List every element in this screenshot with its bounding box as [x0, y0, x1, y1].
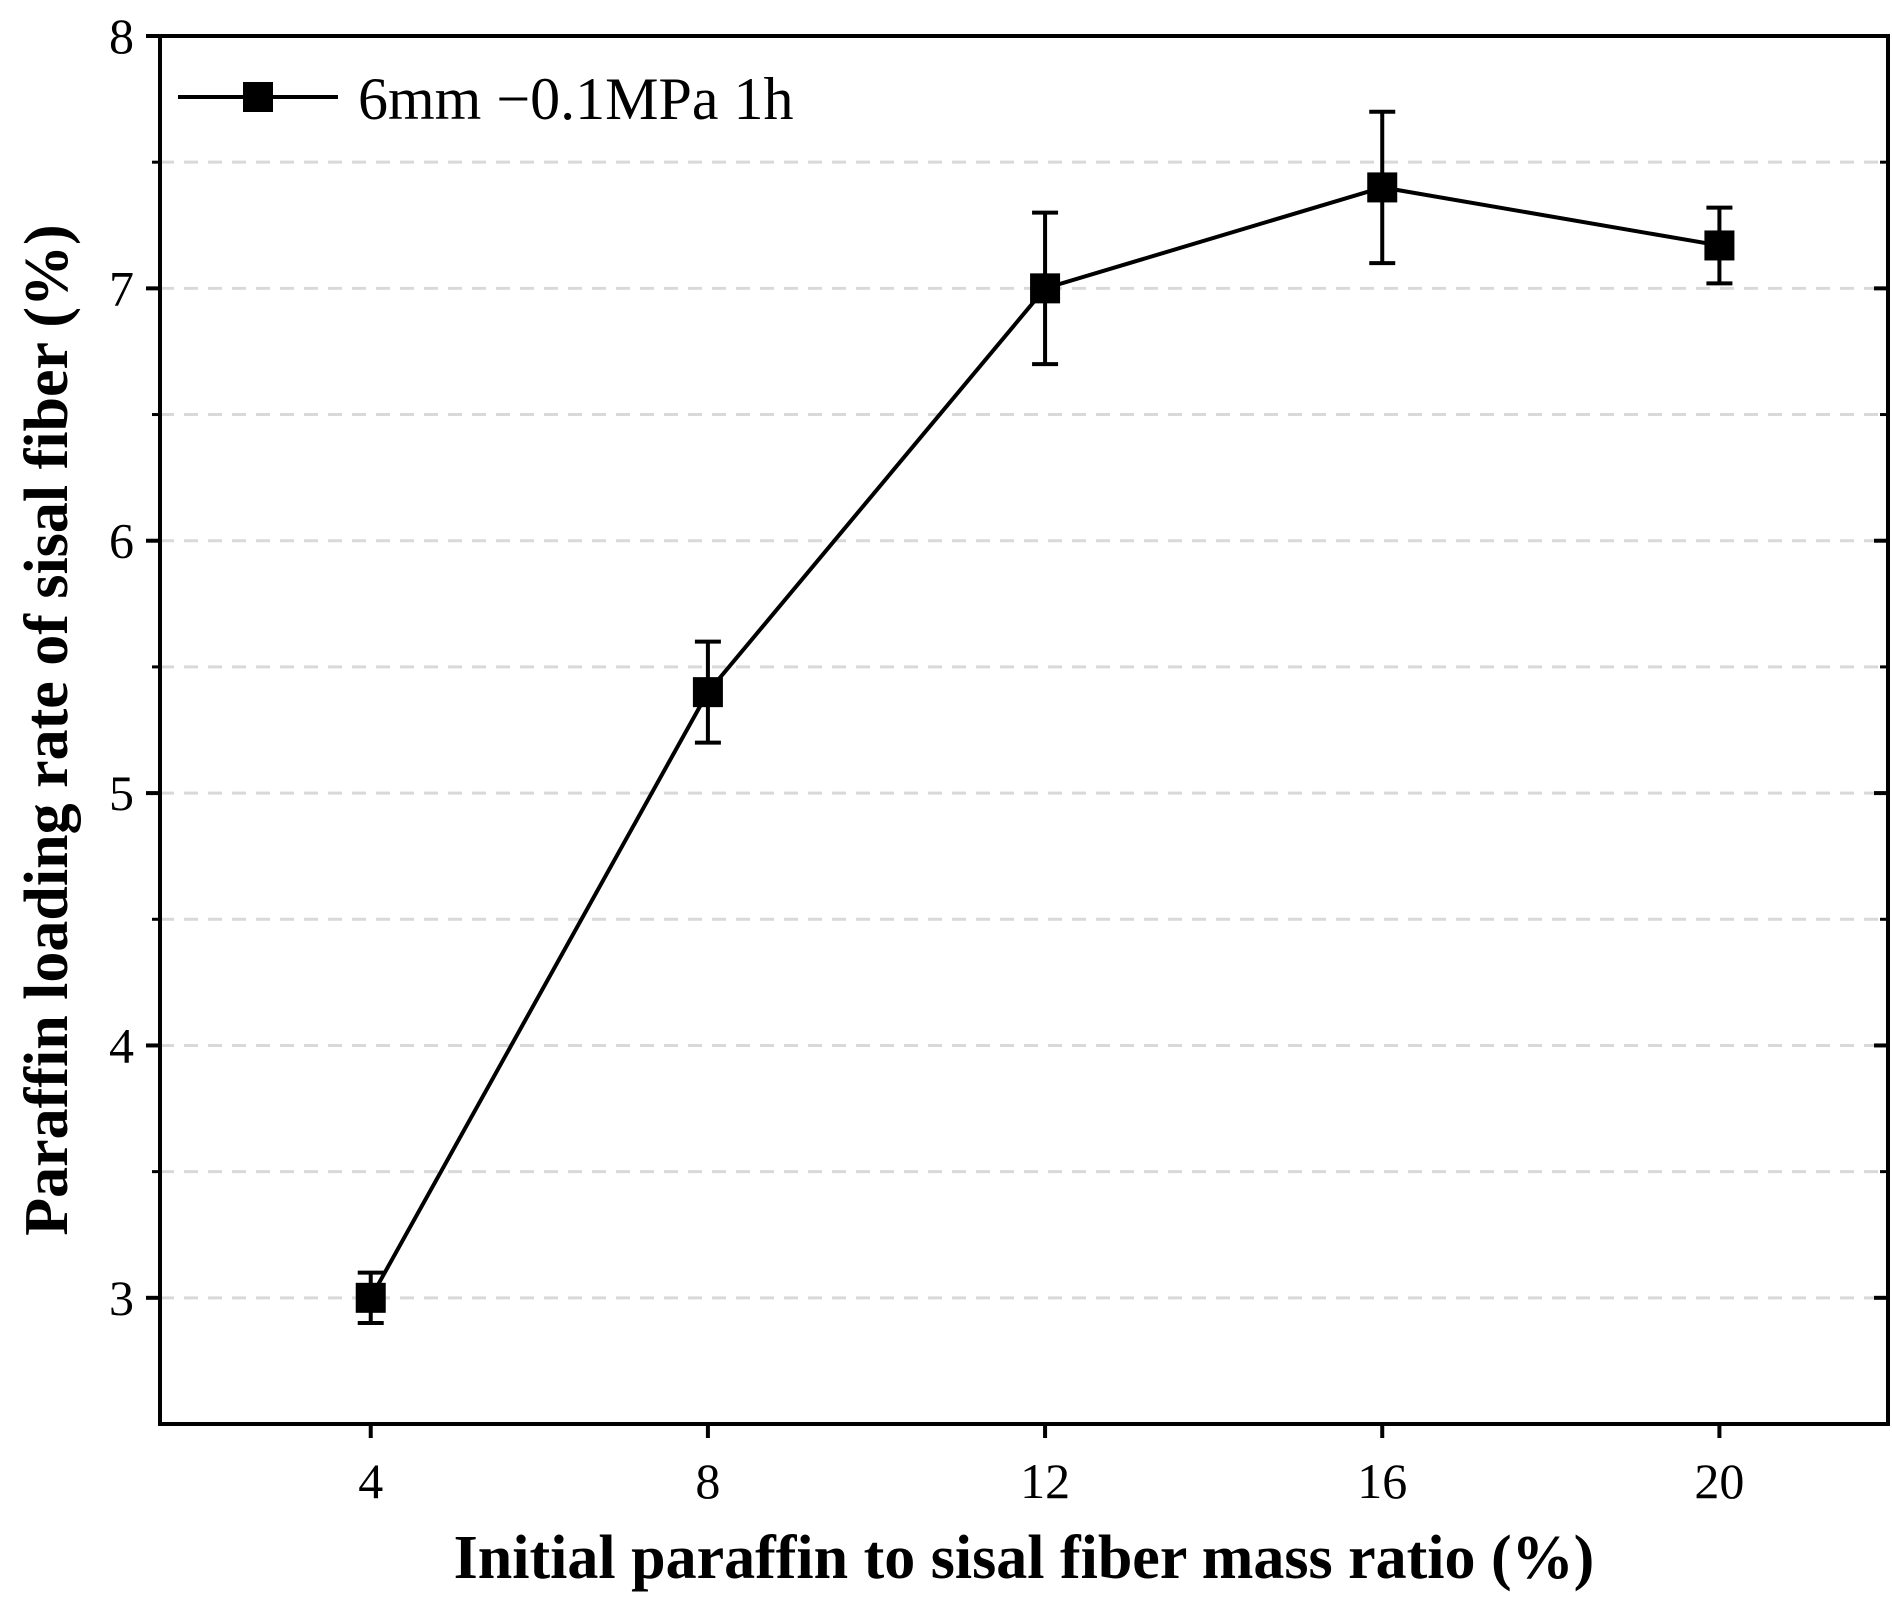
plot-frame: [158, 34, 1890, 1426]
y-tick-label: 5: [109, 765, 134, 821]
data-point: [355, 1282, 386, 1313]
y-tick-label: 7: [109, 260, 134, 316]
grid-lines: [160, 160, 1888, 1300]
y-tick-label: 8: [109, 8, 134, 64]
legend-label: 6mm −0.1MPa 1h: [358, 66, 794, 132]
legend-marker-square: [243, 82, 273, 112]
data-point: [1030, 273, 1061, 304]
x-tick-label: 16: [1357, 1453, 1407, 1509]
y-axis-title: Paraffin loading rate of sisal fiber (%): [13, 224, 81, 1235]
data-series: [355, 109, 1735, 1326]
x-tick-label: 20: [1694, 1453, 1744, 1509]
y-axis-ticks: 3 4 5 6 7 8: [109, 8, 1888, 1326]
x-axis-title: Initial paraffin to sisal fiber mass rat…: [454, 1524, 1595, 1592]
y-tick-label: 4: [109, 1017, 134, 1073]
x-tick-label: 4: [358, 1453, 383, 1509]
data-point: [1367, 172, 1398, 203]
legend: 6mm −0.1MPa 1h: [178, 66, 794, 132]
data-point: [692, 677, 723, 708]
x-tick-label: 12: [1020, 1453, 1070, 1509]
x-tick-label: 8: [695, 1453, 720, 1509]
data-point: [1704, 230, 1735, 261]
y-tick-label: 3: [109, 1270, 134, 1326]
x-axis-ticks: 4 8 12 16 20: [358, 1424, 1744, 1509]
y-tick-label: 6: [109, 513, 134, 569]
